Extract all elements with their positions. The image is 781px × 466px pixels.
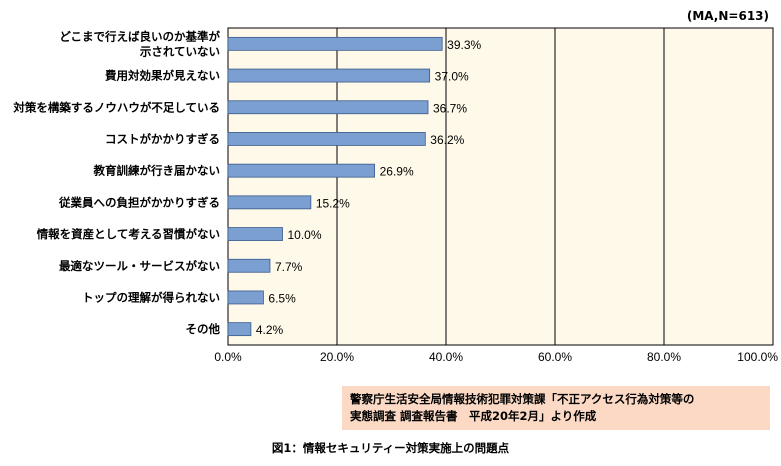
x-tick-label: 0.0% (214, 350, 242, 364)
bar-value-label: 10.0% (288, 228, 322, 242)
bar (227, 100, 429, 115)
category-label: 最適なツール・サービスがない (59, 259, 220, 273)
bar-value-label: 36.7% (433, 101, 467, 115)
bar-value-label: 4.2% (256, 323, 284, 337)
x-tick-label: 20.0% (320, 350, 354, 364)
category-label: 対策を構築するノウハウが不足している (12, 100, 220, 114)
bar (227, 258, 271, 273)
bar-value-label: 6.5% (268, 291, 296, 305)
source-note-line-2: 実態調査 調査報告書 平成20年2月」より作成 (350, 409, 597, 423)
x-tick-label: 40.0% (429, 350, 463, 364)
category-label: 示されていない (139, 44, 220, 58)
bar (227, 68, 431, 83)
category-label: コストがかかりすぎる (105, 132, 220, 146)
bar-value-label: 39.3% (447, 38, 481, 52)
category-label: どこまで行えば良いのか基準が (59, 29, 220, 43)
category-label: トップの理解が得られない (82, 290, 220, 304)
category-label: 従業員への負担がかかりすぎる (58, 195, 220, 209)
bar-value-label: 15.2% (316, 196, 350, 210)
bar-value-label: 37.0% (435, 70, 469, 84)
category-label: 費用対効果が見えない (105, 69, 220, 83)
category-label: その他 (186, 322, 221, 336)
bar (227, 132, 426, 146)
x-tick-label: 80.0% (647, 350, 681, 364)
bar (227, 163, 376, 178)
x-tick-label: 100.0% (737, 350, 778, 364)
bar-value-label: 7.7% (275, 260, 303, 274)
bar (227, 227, 283, 241)
bar (227, 322, 252, 337)
category-label: 教育訓練が行き届かない (93, 164, 221, 178)
category-label: 情報を資産として考える習慣がない (36, 227, 220, 241)
sample-note: (MA,N=613) (686, 9, 769, 23)
bar (227, 290, 264, 305)
source-note-line-1: 警察庁生活安全局情報技術犯罪対策課「不正アクセス行為対策等の (350, 392, 695, 406)
source-note-box: 警察庁生活安全局情報技術犯罪対策課「不正アクセス行為対策等の 実態調査 調査報告… (342, 386, 770, 430)
bar (227, 36, 443, 51)
bar-value-label: 26.9% (380, 165, 414, 179)
x-tick-label: 60.0% (538, 350, 572, 364)
bar (227, 195, 312, 210)
bar-value-label: 36.2% (430, 133, 464, 147)
figure-caption: 図1：情報セキュリティー対策実施上の問題点 (271, 441, 510, 455)
